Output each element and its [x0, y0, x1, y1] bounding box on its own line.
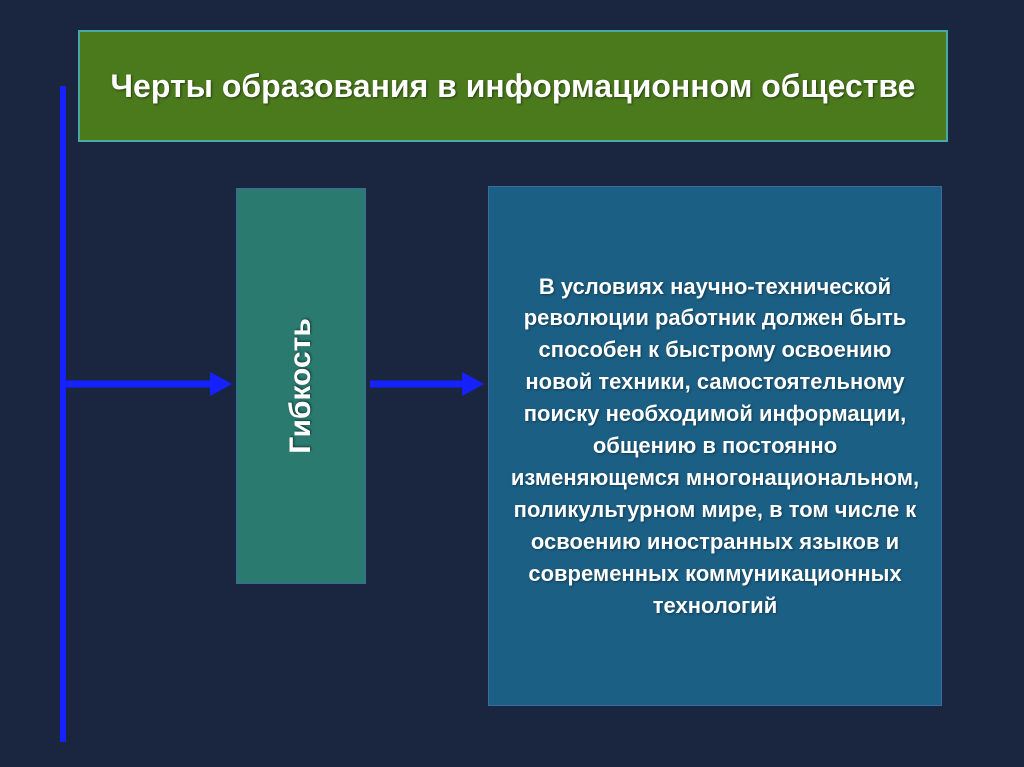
arrow-to-feature: [44, 362, 254, 406]
connector-line: [60, 86, 66, 742]
description-text: В условиях научно-технической революции …: [509, 271, 921, 622]
feature-label: Гибкость: [284, 318, 318, 454]
title-box: Черты образования в информационном общес…: [78, 30, 948, 142]
title-text: Черты образования в информационном общес…: [111, 66, 916, 106]
arrow-to-description: [348, 362, 506, 406]
description-box: В условиях научно-технической революции …: [488, 186, 942, 706]
slide: Черты образования в информационном общес…: [0, 0, 1024, 767]
feature-box: Гибкость: [236, 188, 366, 584]
